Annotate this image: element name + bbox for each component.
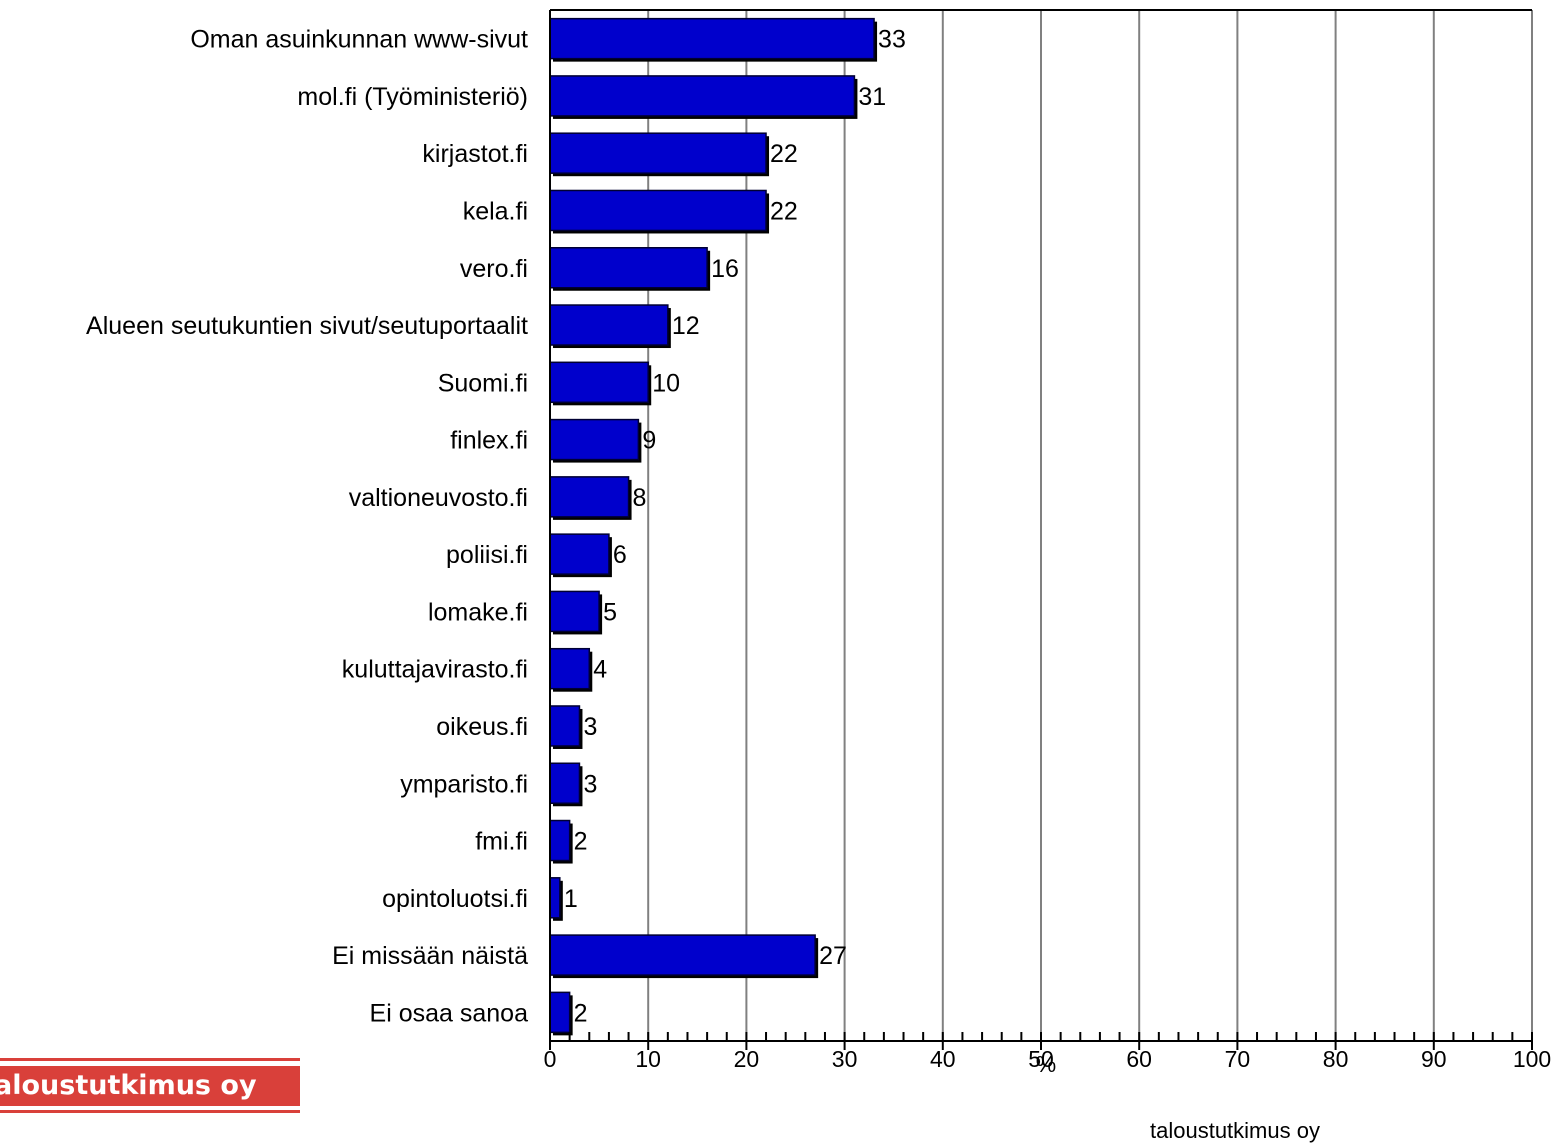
bar xyxy=(549,132,767,174)
data-label: 8 xyxy=(633,484,647,512)
category-label: kuluttajavirasto.fi xyxy=(342,656,528,684)
bar xyxy=(549,590,600,633)
gridlines xyxy=(550,9,1533,1041)
category-label: kirjastot.fi xyxy=(422,140,528,168)
bar xyxy=(549,819,571,862)
logo-text: aloustutkimus oy xyxy=(0,1070,257,1101)
data-label: 9 xyxy=(642,427,656,455)
category-label: mol.fi (Työministeriö) xyxy=(297,83,528,111)
category-label: poliisi.fi xyxy=(446,541,528,569)
bar xyxy=(549,75,856,117)
tick-label: 10 xyxy=(635,1046,661,1072)
category-label: ymparisto.fi xyxy=(400,770,528,798)
tick-label: 0 xyxy=(544,1046,557,1072)
tick-label: 40 xyxy=(930,1046,956,1072)
bar xyxy=(549,533,610,575)
tick-label: 80 xyxy=(1323,1046,1349,1072)
x-axis-label: % xyxy=(1036,1051,1056,1077)
category-labels: Oman asuinkunnan www-sivut mol.fi (Työmin… xyxy=(86,26,528,1028)
company-logo: aloustutkimus oy xyxy=(0,1058,300,1114)
data-label: 3 xyxy=(583,713,597,741)
category-label: Ei osaa sanoa xyxy=(370,999,529,1027)
category-label: Ei missään näistä xyxy=(332,942,528,970)
logo-line-top xyxy=(0,1058,300,1061)
bar xyxy=(549,647,591,690)
data-label: 33 xyxy=(878,26,906,54)
tick-label: 90 xyxy=(1421,1046,1447,1072)
category-label: valtioneuvosto.fi xyxy=(349,484,528,512)
bars xyxy=(549,17,878,1036)
footer-text: taloustutkimus oy xyxy=(1150,1118,1320,1143)
data-label: 16 xyxy=(711,255,739,283)
data-label: 31 xyxy=(858,83,886,111)
category-label: kela.fi xyxy=(463,197,528,225)
bar xyxy=(549,418,640,461)
logo-line-bottom xyxy=(0,1110,300,1113)
category-label: Alueen seutukuntien sivut/seutuportaalit xyxy=(86,312,528,340)
data-label: 2 xyxy=(574,999,588,1027)
bar xyxy=(549,877,561,919)
bar xyxy=(549,705,581,747)
data-label: 2 xyxy=(574,828,588,856)
x-axis: 0 10 20 30 40 50 60 70 80 90 100 xyxy=(544,10,1551,1072)
data-label: 6 xyxy=(613,541,627,569)
data-label: 27 xyxy=(819,942,847,970)
category-label: fmi.fi xyxy=(475,828,528,856)
tick-label: 70 xyxy=(1225,1046,1251,1072)
data-label: 10 xyxy=(652,369,680,397)
bar xyxy=(549,361,649,404)
bar xyxy=(549,476,630,518)
bar xyxy=(549,17,875,60)
tick-label: 50 xyxy=(1028,1046,1054,1072)
logo-band xyxy=(0,1066,300,1106)
category-label: Oman asuinkunnan www-sivut xyxy=(190,26,528,54)
data-label: 4 xyxy=(593,656,607,684)
data-label: 12 xyxy=(672,312,700,340)
tick-label: 20 xyxy=(734,1046,760,1072)
bar xyxy=(549,247,708,289)
data-label: 3 xyxy=(583,770,597,798)
data-label: 5 xyxy=(603,598,617,626)
category-label: oikeus.fi xyxy=(436,713,528,741)
bar xyxy=(549,304,669,346)
tick-label: 60 xyxy=(1126,1046,1152,1072)
category-label: finlex.fi xyxy=(450,427,528,455)
category-label: Suomi.fi xyxy=(438,369,528,397)
bar xyxy=(549,762,581,804)
category-label: vero.fi xyxy=(460,255,528,283)
category-label: lomake.fi xyxy=(428,598,528,626)
bar xyxy=(549,189,767,232)
data-label: 1 xyxy=(564,885,578,913)
tick-label: 30 xyxy=(832,1046,858,1072)
bar xyxy=(549,991,571,1034)
bar xyxy=(549,934,816,976)
data-label: 22 xyxy=(770,197,798,225)
data-label: 22 xyxy=(770,140,798,168)
category-label: opintoluotsi.fi xyxy=(382,885,528,913)
tick-label: 100 xyxy=(1513,1046,1551,1072)
